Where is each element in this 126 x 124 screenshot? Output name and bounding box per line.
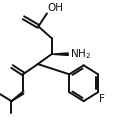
Text: OH: OH xyxy=(48,3,64,13)
Polygon shape xyxy=(52,53,68,55)
Text: F: F xyxy=(99,94,105,104)
Text: NH$_2$: NH$_2$ xyxy=(70,47,91,61)
